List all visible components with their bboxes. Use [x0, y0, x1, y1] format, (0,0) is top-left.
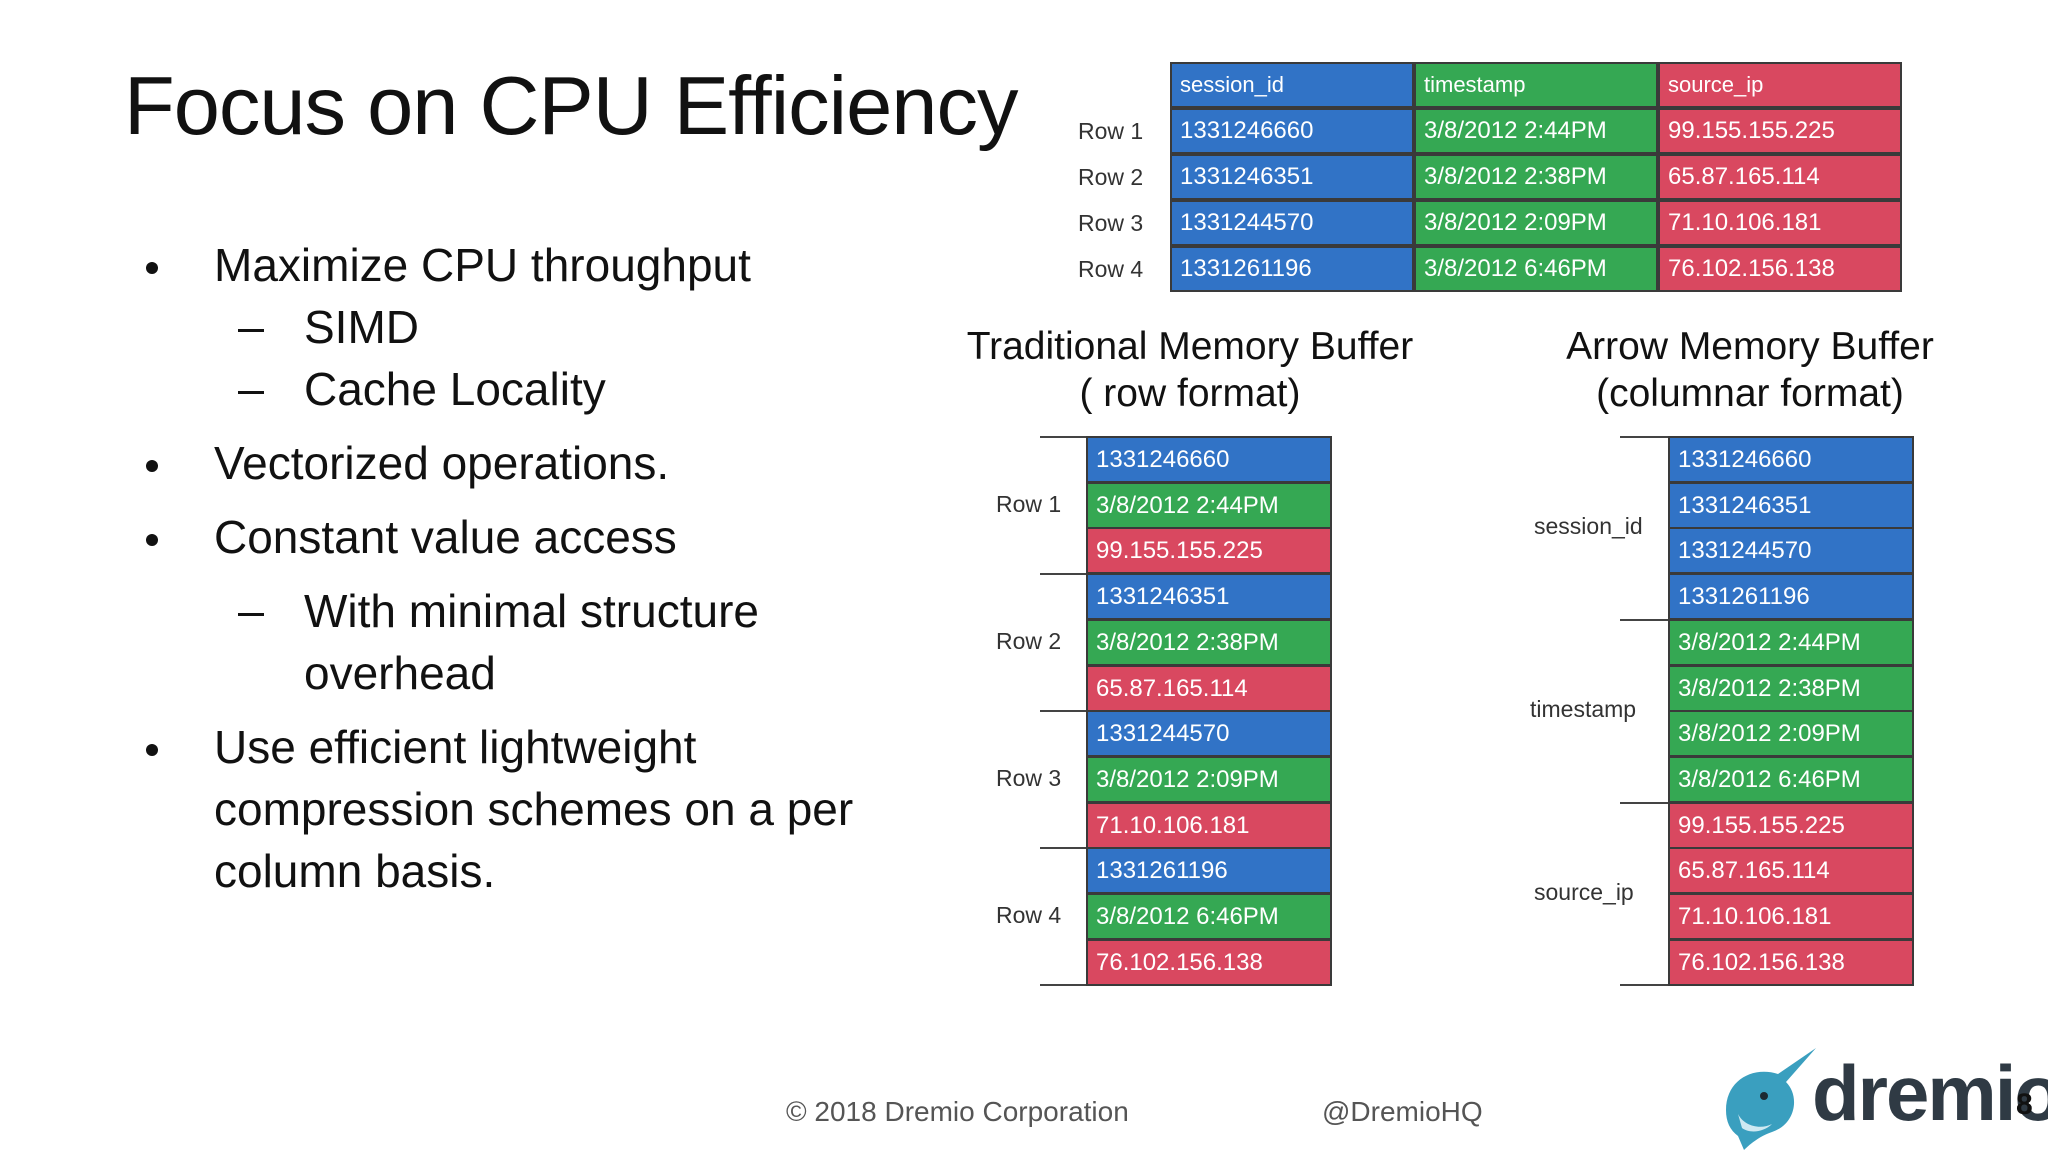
table-header-cell: source_ip [1658, 62, 1902, 108]
row-buffer-cell: 76.102.156.138 [1086, 939, 1332, 986]
bullet-dash [238, 613, 264, 616]
row-buffer-cell: 1331246351 [1086, 573, 1332, 620]
table-row-label: Row 1 [1078, 118, 1144, 144]
group-divider [1620, 436, 1668, 438]
row-buffer-cell: 3/8/2012 6:46PM [1086, 893, 1332, 940]
footer-copyright: © 2018 Dremio Corporation [786, 1096, 1129, 1127]
row-group-label: Row 1 [996, 491, 1062, 517]
column-buffer-cell: 3/8/2012 2:44PM [1668, 619, 1914, 666]
column-buffer-cell: 71.10.106.181 [1668, 893, 1914, 940]
group-divider [1040, 436, 1086, 438]
table-cell: 1331261196 [1170, 246, 1414, 292]
column-buffer-cell: 3/8/2012 2:09PM [1668, 710, 1914, 757]
dremio-logo-text: dremio [1812, 1049, 2048, 1137]
bullet-dash [238, 329, 264, 332]
table-cell: 3/8/2012 2:09PM [1414, 200, 1658, 246]
group-divider [1620, 619, 1668, 621]
table-cell: 1331246351 [1170, 154, 1414, 200]
table-cell: 3/8/2012 2:44PM [1414, 108, 1658, 154]
bullet-text: column basis. [214, 845, 496, 897]
table-cell: 3/8/2012 2:38PM [1414, 154, 1658, 200]
group-divider [1620, 802, 1668, 804]
table-cell: 71.10.106.181 [1658, 200, 1902, 246]
table-cell: 1331246660 [1170, 108, 1414, 154]
column-buffer-cell: 3/8/2012 2:38PM [1668, 665, 1914, 712]
table-row-label: Row 3 [1078, 210, 1144, 236]
footer-handle: @DremioHQ [1322, 1096, 1483, 1127]
table-header-cell: timestamp [1414, 62, 1658, 108]
column-group-label: source_ip [1534, 879, 1634, 905]
slide-title: Focus on CPU Efficiency [124, 59, 1018, 152]
column-buffer-cell: 76.102.156.138 [1668, 939, 1914, 986]
table-row-label: Row 2 [1078, 164, 1144, 190]
traditional-caption-line2: ( row format) [1079, 372, 1301, 415]
column-buffer-cell: 1331246660 [1668, 436, 1914, 483]
row-buffer-cell: 71.10.106.181 [1086, 802, 1332, 849]
bullet-list: Maximize CPU throughput SIMD Cache Localit… [0, 0, 1000, 950]
table-cell: 1331244570 [1170, 200, 1414, 246]
group-divider [1040, 847, 1086, 849]
row-buffer-cell: 3/8/2012 2:44PM [1086, 482, 1332, 529]
table-cell: 65.87.165.114 [1658, 154, 1902, 200]
row-buffer-cell: 1331261196 [1086, 847, 1332, 894]
column-buffer-cell: 3/8/2012 6:46PM [1668, 756, 1914, 803]
column-buffer-cell: 1331246351 [1668, 482, 1914, 529]
group-divider [1040, 573, 1086, 575]
bullet-dash [238, 391, 264, 394]
column-group-label: timestamp [1530, 696, 1637, 722]
arrow-caption-line2: (columnar format) [1596, 372, 1904, 415]
row-buffer-cell: 65.87.165.114 [1086, 665, 1332, 712]
row-group-label: Row 4 [996, 902, 1062, 928]
column-buffer-cell: 1331261196 [1668, 573, 1914, 620]
column-buffer-cell: 1331244570 [1668, 527, 1914, 574]
sub-bullet-text: With minimal structure [304, 585, 759, 637]
bullet-dot [146, 534, 158, 546]
row-group-label: Row 2 [996, 628, 1062, 654]
column-buffer-cell: 99.155.155.225 [1668, 802, 1914, 849]
row-buffer-cell: 1331244570 [1086, 710, 1332, 757]
table-header-cell: session_id [1170, 62, 1414, 108]
arrow-caption-line1: Arrow Memory Buffer [1566, 325, 1934, 368]
row-buffer-cell: 3/8/2012 2:38PM [1086, 619, 1332, 666]
traditional-caption-line1: Traditional Memory Buffer [966, 325, 1414, 368]
table-cell: 99.155.155.225 [1658, 108, 1902, 154]
column-group-label: session_id [1534, 513, 1643, 539]
bullet-dot [146, 262, 158, 274]
bullet-text: Use efficient lightweight [214, 721, 697, 773]
bullet-text: Constant value access [214, 511, 677, 563]
bullet-text: Maximize CPU throughput [214, 239, 751, 291]
bullet-text: compression schemes on a per [214, 783, 854, 835]
row-buffer-cell: 99.155.155.225 [1086, 527, 1332, 574]
sub-bullet-text: overhead [304, 647, 496, 699]
page-number: 8 [2016, 1088, 2033, 1121]
table-cell: 76.102.156.138 [1658, 246, 1902, 292]
table-cell: 3/8/2012 6:46PM [1414, 246, 1658, 292]
sub-bullet-text: Cache Locality [304, 363, 606, 415]
column-buffer-cell: 65.87.165.114 [1668, 847, 1914, 894]
group-divider [1040, 984, 1086, 986]
row-group-label: Row 3 [996, 765, 1062, 791]
row-buffer-cell: 3/8/2012 2:09PM [1086, 756, 1332, 803]
narwhal-logo-icon [1726, 1048, 1816, 1150]
bullet-dot [146, 460, 158, 472]
group-divider [1620, 984, 1668, 986]
table-row-label: Row 4 [1078, 256, 1144, 282]
row-buffer-cell: 1331246660 [1086, 436, 1332, 483]
group-divider [1040, 710, 1086, 712]
sub-bullet-text: SIMD [304, 301, 419, 353]
bullet-text: Vectorized operations. [214, 437, 670, 489]
bullet-dot [146, 744, 158, 756]
